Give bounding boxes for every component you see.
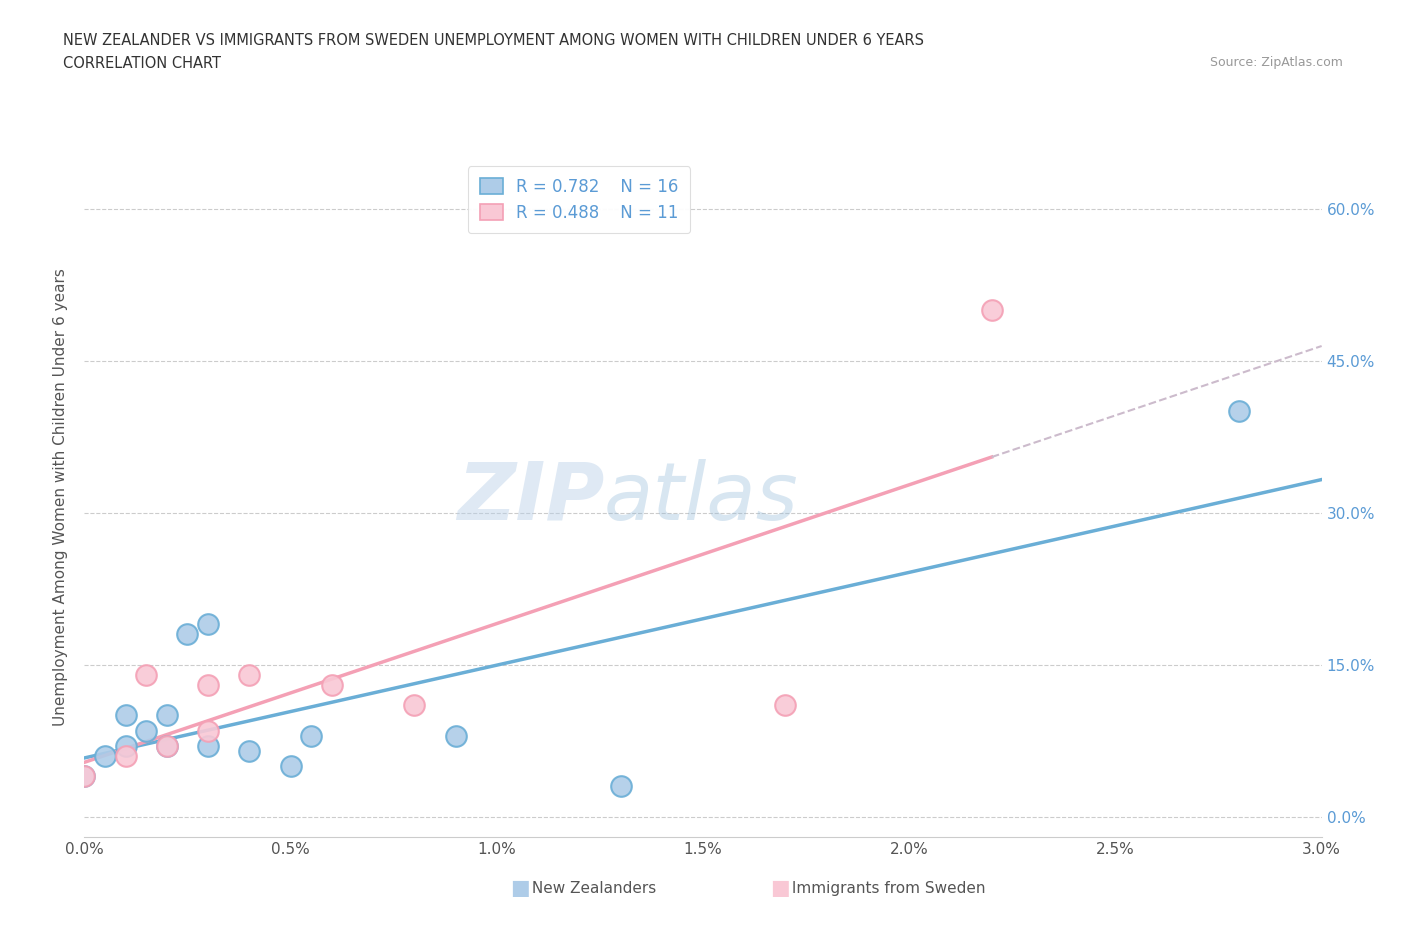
Point [299, 728, 322, 743]
Point [114, 738, 136, 753]
Point [156, 738, 179, 753]
Point [114, 708, 136, 723]
Point [197, 678, 219, 693]
Point [73, 769, 96, 784]
Point [775, 698, 797, 712]
Point [404, 698, 426, 712]
Point [321, 678, 343, 693]
Point [114, 749, 136, 764]
Point [197, 738, 219, 753]
Text: NEW ZEALANDER VS IMMIGRANTS FROM SWEDEN UNEMPLOYMENT AMONG WOMEN WITH CHILDREN U: NEW ZEALANDER VS IMMIGRANTS FROM SWEDEN … [63, 33, 924, 47]
Point [197, 724, 219, 738]
Text: ZIP: ZIP [457, 458, 605, 537]
Point [135, 668, 157, 683]
Point [1227, 404, 1250, 418]
Point [238, 743, 260, 758]
Point [444, 728, 467, 743]
Point [280, 759, 302, 774]
Text: atlas: atlas [605, 458, 799, 537]
Text: New Zealanders: New Zealanders [527, 881, 657, 896]
Point [94, 749, 117, 764]
Text: ■: ■ [770, 878, 790, 898]
Text: CORRELATION CHART: CORRELATION CHART [63, 56, 221, 71]
Point [197, 617, 219, 631]
Text: Immigrants from Sweden: Immigrants from Sweden [787, 881, 986, 896]
Legend: R = 0.782    N = 16, R = 0.488    N = 11: R = 0.782 N = 16, R = 0.488 N = 11 [468, 166, 690, 233]
Text: Source: ZipAtlas.com: Source: ZipAtlas.com [1209, 56, 1343, 69]
Point [238, 668, 260, 683]
Text: ■: ■ [510, 878, 530, 898]
Point [135, 724, 157, 738]
Point [156, 738, 179, 753]
Point [176, 627, 198, 642]
Y-axis label: Unemployment Among Women with Children Under 6 years: Unemployment Among Women with Children U… [53, 269, 69, 726]
Point [609, 779, 631, 794]
Point [73, 769, 96, 784]
Point [980, 302, 1002, 317]
Point [156, 708, 179, 723]
